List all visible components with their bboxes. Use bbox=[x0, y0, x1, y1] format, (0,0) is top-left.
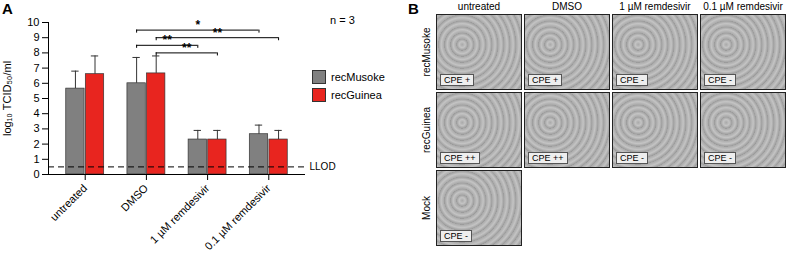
html-text:recMusoke: recMusoke bbox=[331, 71, 385, 83]
svg-text:*: * bbox=[195, 18, 200, 32]
html-text:Mock: Mock bbox=[421, 196, 432, 220]
svg-text:1 µM remdesivir: 1 µM remdesivir bbox=[148, 182, 212, 246]
html-text:CPE +: CPE + bbox=[444, 75, 471, 85]
html-text:CPE -: CPE - bbox=[620, 75, 644, 85]
svg-text:0.1 µM remdesivir: 0.1 µM remdesivir bbox=[202, 182, 273, 253]
svg-text:log₁₀ TCID₅₀/ml: log₁₀ TCID₅₀/ml bbox=[1, 61, 13, 136]
svg-text:1: 1 bbox=[33, 153, 39, 165]
svg-text:untreated: untreated bbox=[48, 182, 89, 223]
svg-text:**: ** bbox=[213, 26, 223, 40]
svg-text:9: 9 bbox=[33, 31, 39, 43]
svg-text:4: 4 bbox=[33, 107, 39, 119]
svg-text:5: 5 bbox=[33, 92, 39, 104]
html-text:CPE -: CPE - bbox=[444, 231, 468, 241]
svg-text:0: 0 bbox=[33, 168, 39, 180]
html-text:B: B bbox=[408, 0, 419, 17]
svg-text:DMSO: DMSO bbox=[118, 181, 150, 213]
html-text:recGuinea: recGuinea bbox=[331, 89, 382, 101]
svg-text:6: 6 bbox=[33, 77, 39, 89]
svg-text:**: ** bbox=[163, 33, 173, 47]
svg-text:**: ** bbox=[182, 41, 192, 55]
html-text:CPE -: CPE - bbox=[708, 75, 732, 85]
svg-text:2: 2 bbox=[33, 138, 39, 150]
html-text:untreated: untreated bbox=[457, 1, 501, 12]
html-text:1 µM remdesivir: 1 µM remdesivir bbox=[619, 1, 691, 12]
svg-text:8: 8 bbox=[33, 46, 39, 58]
svg-text:3: 3 bbox=[33, 122, 39, 134]
html-text:DMSO: DMSO bbox=[552, 1, 582, 12]
html-text:recGuinea: recGuinea bbox=[421, 106, 432, 154]
html-text:A: A bbox=[2, 0, 13, 17]
svg-text:LLOD: LLOD bbox=[310, 161, 336, 172]
html-text:CPE ++: CPE ++ bbox=[532, 153, 564, 163]
html-text:0.1 µM remdesivir: 0.1 µM remdesivir bbox=[703, 1, 783, 12]
svg-text:7: 7 bbox=[33, 62, 39, 74]
svg-text:10: 10 bbox=[27, 16, 39, 28]
html-text:CPE -: CPE - bbox=[620, 153, 644, 163]
html-text:CPE +: CPE + bbox=[532, 75, 559, 85]
html-text:CPE ++: CPE ++ bbox=[444, 153, 476, 163]
html-text:n = 3: n = 3 bbox=[330, 14, 355, 26]
html-text:CPE -: CPE - bbox=[708, 153, 732, 163]
html-text:recMusoke: recMusoke bbox=[421, 27, 432, 77]
